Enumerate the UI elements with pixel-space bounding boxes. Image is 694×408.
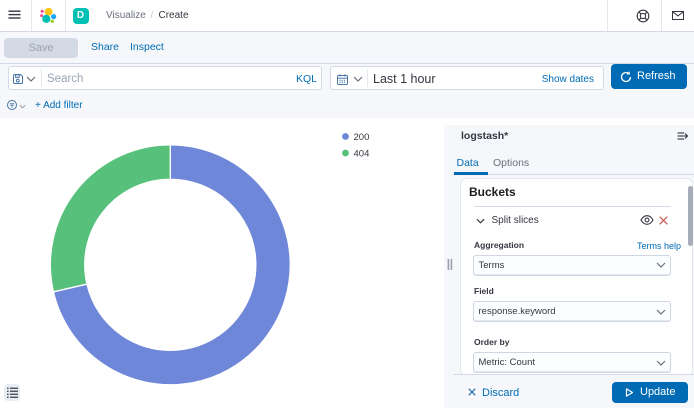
svg-text:200: 200	[354, 132, 370, 143]
svg-text:404: 404	[354, 149, 370, 160]
